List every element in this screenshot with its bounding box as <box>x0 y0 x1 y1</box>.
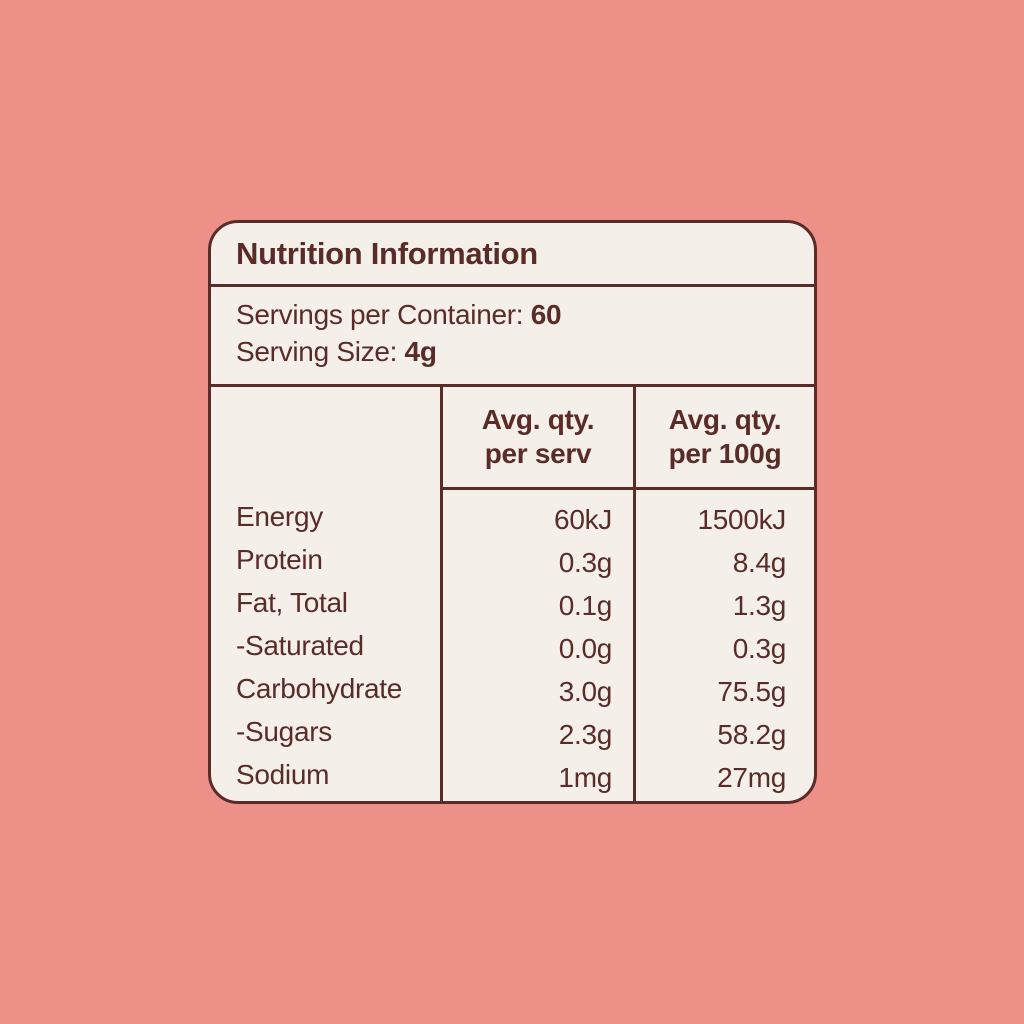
value-sugars-per-serv: 2.3g <box>558 718 613 750</box>
value-energy-per-serv: 60kJ <box>554 503 612 535</box>
value-carbohydrate-per-100g: 75.5g <box>717 675 786 707</box>
column-header-empty <box>211 387 440 487</box>
column-header-per-100g: Avg. qty. per 100g <box>636 387 814 490</box>
row-label-carbohydrate: Carbohydrate <box>236 672 403 704</box>
column-per-100g: Avg. qty. per 100g 1500kJ 8.4g 1.3g 0.3g… <box>633 387 814 801</box>
serving-size-value: 4g <box>404 336 437 367</box>
column-header-per-serv: Avg. qty. per serv <box>443 387 633 490</box>
value-fat-total-per-100g: 1.3g <box>732 589 787 621</box>
column-nutrient-labels: Energy Protein Fat, Total -Saturated Car… <box>211 387 440 801</box>
servings-per-container-value: 60 <box>530 299 562 330</box>
servings-per-container-label: Servings per Container: <box>236 299 531 330</box>
value-carbohydrate-per-serv: 3.0g <box>558 675 613 707</box>
per-100g-header-line1: Avg. qty. <box>668 404 782 435</box>
value-protein-per-serv: 0.3g <box>558 546 613 578</box>
per-100g-header-line2: per 100g <box>668 438 782 469</box>
per-serv-header-line2: per serv <box>484 438 592 469</box>
value-sodium-per-100g: 27mg <box>717 761 786 793</box>
servings-section: Servings per Container: 60 Serving Size:… <box>211 287 814 387</box>
row-label-protein: Protein <box>236 543 323 575</box>
panel-title: Nutrition Information <box>236 235 538 271</box>
serving-size: Serving Size: 4g <box>236 333 814 370</box>
nutrition-panel: Nutrition Information Servings per Conta… <box>208 220 817 804</box>
value-energy-per-100g: 1500kJ <box>697 503 787 535</box>
row-label-energy: Energy <box>236 500 323 532</box>
row-label-fat-total: Fat, Total <box>236 586 348 618</box>
value-protein-per-100g: 8.4g <box>732 546 787 578</box>
per-serv-header-line1: Avg. qty. <box>481 404 595 435</box>
value-saturated-per-100g: 0.3g <box>732 632 787 664</box>
nutrition-table: Energy Protein Fat, Total -Saturated Car… <box>211 387 814 801</box>
serving-size-label: Serving Size: <box>236 336 405 367</box>
value-sodium-per-serv: 1mg <box>558 761 612 793</box>
row-label-sodium: Sodium <box>236 758 330 790</box>
nutrient-labels: Energy Protein Fat, Total -Saturated Car… <box>211 487 440 796</box>
per-serv-values: 60kJ 0.3g 0.1g 0.0g 3.0g 2.3g 1mg <box>443 490 633 799</box>
row-label-saturated: -Saturated <box>236 629 364 661</box>
nutrition-panel-header: Nutrition Information <box>211 223 814 287</box>
value-fat-total-per-serv: 0.1g <box>558 589 613 621</box>
column-per-serv: Avg. qty. per serv 60kJ 0.3g 0.1g 0.0g 3… <box>440 387 633 801</box>
value-saturated-per-serv: 0.0g <box>558 632 613 664</box>
row-label-sugars: -Sugars <box>236 715 332 747</box>
value-sugars-per-100g: 58.2g <box>717 718 786 750</box>
servings-per-container: Servings per Container: 60 <box>236 296 814 333</box>
per-100g-values: 1500kJ 8.4g 1.3g 0.3g 75.5g 58.2g 27mg <box>636 490 814 799</box>
